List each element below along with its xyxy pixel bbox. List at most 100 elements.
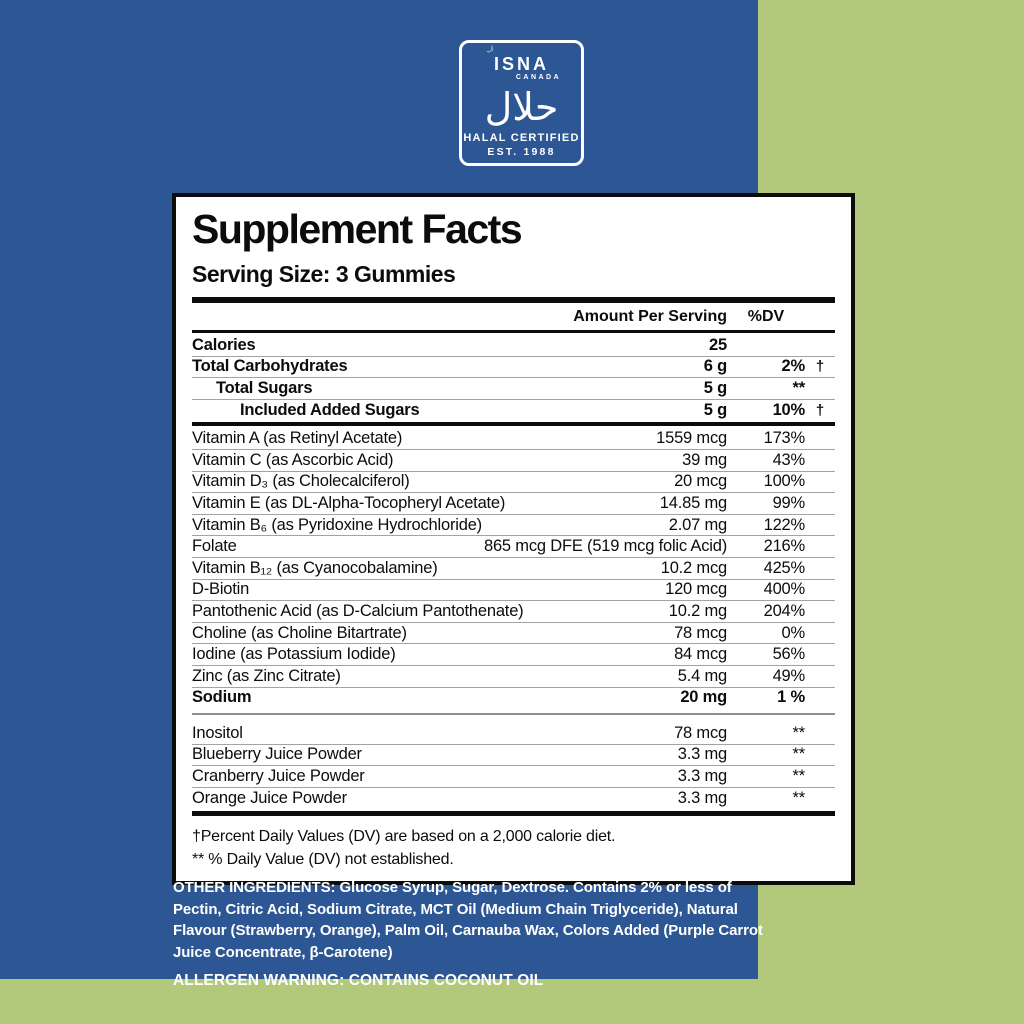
nutrient-name: Orange Juice Powder (192, 788, 347, 807)
nutrient-dv: ** (792, 378, 806, 397)
nutrient-amount: 120 mcg (665, 580, 727, 599)
nutrient-name: Total Carbohydrates (192, 357, 348, 376)
table-row: Inositol 78 mcg ** (192, 723, 835, 744)
nutrient-amount: 84 mcg (674, 645, 727, 664)
table-row: Zinc (as Zinc Citrate) 5.4 mg 49% (192, 666, 835, 687)
nutrient-dagger: † (815, 358, 825, 376)
row-separator (192, 786, 835, 788)
nutrient-amount: 78 mcg (674, 723, 727, 742)
table-row: Vitamin B₆ (as Pyridoxine Hydrochloride)… (192, 515, 835, 536)
row-separator (192, 713, 835, 716)
nutrient-dv: ** (792, 767, 806, 786)
nutrient-name: Sodium (192, 688, 252, 707)
nutrient-name: Cranberry Juice Powder (192, 767, 365, 786)
nutrient-name: D-Biotin (192, 580, 250, 599)
nutrient-name: Folate (192, 537, 237, 556)
row-separator (192, 377, 835, 379)
row-separator (192, 513, 835, 515)
table-row: Calories 25 (192, 335, 835, 356)
nutrient-amount: 5.4 mg (677, 666, 727, 685)
thick-divider (192, 297, 835, 303)
footnotes: †Percent Daily Values (DV) are based on … (192, 825, 835, 871)
row-separator (192, 600, 835, 602)
table-row: Vitamin D₃ (as Cholecalciferol) 20 mcg 1… (192, 472, 835, 493)
halal-certified-logo: ☽ ISNA CANADA حلال HALAL CERTIFIED EST. … (459, 40, 584, 166)
row-separator (192, 398, 835, 400)
nutrient-dv: 173% (763, 429, 806, 448)
nutrient-table: Calories 25 Total Carbohydrates 6 g 2% †… (192, 335, 835, 817)
nutrient-name: Zinc (as Zinc Citrate) (192, 666, 341, 685)
nutrient-name: Choline (as Choline Bitartrate) (192, 623, 407, 642)
nutrient-name: Vitamin A (as Retinyl Acetate) (192, 429, 403, 448)
column-header-amount: Amount Per Serving (573, 307, 727, 325)
nutrient-dv: 43% (772, 450, 806, 469)
table-row: Folate 865 mcg DFE (519 mcg folic Acid) … (192, 536, 835, 557)
row-separator (192, 578, 835, 580)
nutrient-dv: 49% (772, 666, 806, 685)
nutrient-dagger: † (815, 401, 825, 419)
row-separator (192, 535, 835, 537)
nutrient-name: Iodine (as Potassium Iodide) (192, 645, 396, 664)
nutrient-amount: 10.2 mg (668, 601, 727, 620)
halal-arabic-text: حلال (484, 85, 559, 129)
serving-size: Serving Size: 3 Gummies (192, 261, 456, 287)
nutrient-name: Inositol (192, 723, 243, 742)
supplement-facts-panel: Supplement Facts Serving Size: 3 Gummies… (172, 193, 855, 886)
nutrient-amount: 10.2 mcg (660, 558, 727, 577)
nutrient-dv: 100% (763, 472, 806, 491)
nutrient-amount: 3.3 mg (677, 767, 727, 786)
nutrient-dv: ** (792, 788, 806, 807)
row-separator (192, 355, 835, 357)
table-row: Cranberry Juice Powder 3.3 mg ** (192, 766, 835, 787)
nutrient-dv: 2% (781, 357, 806, 376)
table-row: Vitamin C (as Ascorbic Acid) 39 mg 43% (192, 450, 835, 471)
nutrient-dv: 204% (763, 601, 806, 620)
nutrient-amount: 5 g (703, 378, 727, 397)
nutrient-dv: 1 % (777, 688, 805, 707)
logo-halal-certified-text: HALAL CERTIFIED (463, 132, 580, 144)
nutrient-name: Pantothenic Acid (as D-Calcium Pantothen… (192, 601, 524, 620)
nutrient-amount: 1559 mcg (656, 429, 727, 448)
table-row: Orange Juice Powder 3.3 mg ** (192, 788, 835, 809)
nutrient-name: Vitamin E (as DL-Alpha-Tocopheryl Acetat… (192, 493, 506, 512)
row-separator (192, 765, 835, 767)
row-separator (192, 556, 835, 558)
table-row: Choline (as Choline Bitartrate) 78 mcg 0… (192, 623, 835, 644)
nutrient-name: Vitamin B₆ (as Pyridoxine Hydrochloride) (192, 515, 482, 534)
table-row: Total Sugars 5 g ** (192, 378, 835, 399)
nutrient-name: Vitamin B₁₂ (as Cyanocobalamine) (192, 558, 438, 577)
table-row: Vitamin E (as DL-Alpha-Tocopheryl Acetat… (192, 493, 835, 514)
row-separator (192, 664, 835, 666)
nutrient-name: Calories (192, 335, 256, 354)
supplement-facts-title: Supplement Facts (192, 206, 523, 252)
nutrient-amount: 3.3 mg (677, 788, 727, 807)
row-separator (192, 743, 835, 745)
nutrient-dv: ** (792, 723, 806, 742)
row-separator (192, 811, 835, 817)
table-header-row: Amount Per Serving %DV (192, 303, 835, 330)
nutrient-dv: 10% (772, 400, 806, 419)
nutrient-dv: 216% (763, 537, 806, 556)
nutrient-amount: 20 mcg (674, 472, 727, 491)
nutrient-dv: ** (792, 745, 806, 764)
table-row: Included Added Sugars 5 g 10% † (192, 400, 835, 421)
nutrient-amount: 3.3 mg (677, 745, 727, 764)
nutrient-amount: 5 g (703, 400, 727, 419)
nutrient-amount: 25 (709, 335, 727, 354)
logo-region: CANADA (515, 74, 562, 81)
other-ingredients-text: OTHER INGREDIENTS: Glucose Syrup, Sugar,… (173, 879, 763, 961)
logo-org-wrap: ☽ ISNA CANADA (482, 43, 562, 82)
nutrient-dv: 99% (772, 493, 806, 512)
nutrient-amount: 6 g (703, 357, 727, 376)
table-row: Sodium 20 mg 1 % (192, 688, 835, 709)
nutrient-name: Included Added Sugars (240, 400, 420, 419)
table-row: Pantothenic Acid (as D-Calcium Pantothen… (192, 601, 835, 622)
table-row: Vitamin A (as Retinyl Acetate) 1559 mcg … (192, 428, 835, 449)
row-separator (192, 686, 835, 688)
nutrient-dv: 56% (772, 645, 806, 664)
table-row: Total Carbohydrates 6 g 2% † (192, 357, 835, 378)
table-row: D-Biotin 120 mcg 400% (192, 580, 835, 601)
nutrient-amount: 39 mg (682, 450, 727, 469)
nutrient-amount: 2.07 mg (668, 515, 727, 534)
row-separator (192, 448, 835, 450)
